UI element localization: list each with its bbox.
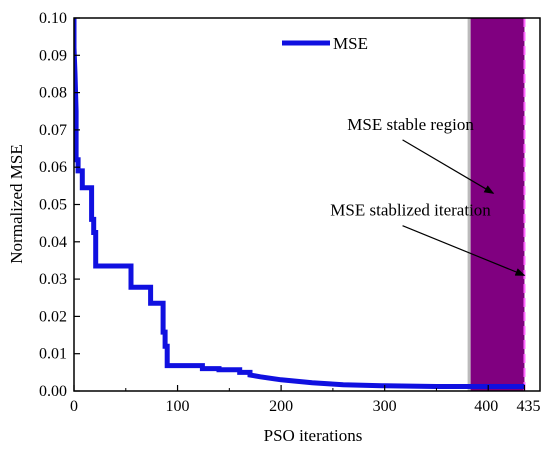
y-tick-label: 0.04 [39,234,67,251]
x-tick-label: 435 [516,398,540,415]
y-tick-label: 0.07 [39,122,67,139]
x-axis-title: PSO iterations [264,426,363,445]
annotation-arrow [402,225,526,276]
annotation-arrow [402,139,495,194]
x-tick-label: 100 [166,398,190,415]
stable-region-band [470,18,525,391]
x-tick-label: 200 [269,398,293,415]
series-layer [74,18,525,389]
series-line-mse [74,18,525,389]
x-axis-ticks: 0 100 200 300 400 435 [70,385,540,415]
y-axis-ticks: 0.00 0.01 0.02 0.03 0.04 0.05 0.06 0.07 0.08 0.09… [39,10,80,400]
stable-region-edge [467,18,471,391]
y-tick-label: 0.08 [39,85,67,102]
y-tick-label: 0.05 [39,197,67,214]
x-tick-label: 0 [70,398,78,415]
x-tick-label: 400 [474,398,498,415]
legend-label-mse: MSE [333,34,368,53]
y-tick-label: 0.10 [39,10,67,27]
annotation-text: MSE stable region [347,115,474,134]
y-tick-label: 0.06 [39,159,67,176]
stable-region-layer [467,18,526,391]
annotation-text: MSE stablized iteration [330,201,491,220]
y-tick-label: 0.02 [39,308,67,325]
y-tick-label: 0.09 [39,47,67,64]
x-tick-label: 300 [373,398,397,415]
legend: MSE [282,34,368,53]
annotations: MSE stable region MSE stablized iteration [330,115,526,276]
y-axis-title: Normalized MSE [7,144,26,263]
y-tick-label: 0.03 [39,271,67,288]
y-tick-label: 0.00 [39,383,67,400]
y-tick-label: 0.01 [39,346,67,363]
